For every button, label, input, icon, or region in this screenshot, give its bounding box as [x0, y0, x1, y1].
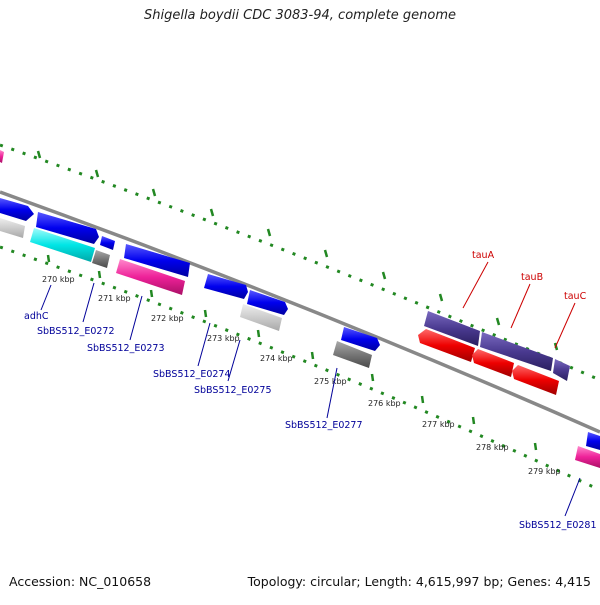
- tick-label-273: 273 kbp: [207, 334, 240, 343]
- gene-blue-forward-right[interactable]: [586, 432, 600, 450]
- gene-blue-left-forward[interactable]: [0, 198, 34, 221]
- gene-lightgrey-left[interactable]: [0, 218, 25, 238]
- gene-label-SbBS512_E0275[interactable]: SbBS512_E0275: [194, 385, 272, 396]
- gene-blue-forward-1[interactable]: [36, 212, 99, 244]
- gene-label-SbBS512_E0281[interactable]: SbBS512_E0281: [519, 520, 597, 531]
- gene-blue-forward-4[interactable]: [247, 290, 288, 315]
- inner-major-ticks: [46, 254, 538, 451]
- label-leader-lines: [40, 261, 581, 517]
- gene-SbBS512_E0281[interactable]: [575, 446, 600, 468]
- gene-red-reverse-2[interactable]: [472, 349, 514, 377]
- gene-SbBS512_E0272[interactable]: [92, 250, 110, 268]
- tick-label-275: 275 kbp: [314, 377, 347, 386]
- tick-label-279: 279 kbp: [528, 467, 561, 476]
- genome-summary-text: Topology: circular; Length: 4,615,997 bp…: [247, 574, 591, 589]
- gene-label-tauA[interactable]: tauA: [472, 250, 495, 261]
- gene-tauB[interactable]: [480, 332, 553, 371]
- gene-tauC[interactable]: [553, 359, 570, 381]
- tick-label-272: 272 kbp: [151, 314, 184, 323]
- gene-label-tauB[interactable]: tauB: [521, 272, 543, 283]
- gene-adhC[interactable]: [30, 228, 95, 262]
- gene-magenta-fragment-top[interactable]: [0, 150, 4, 163]
- gene-label-SbBS512_E0277[interactable]: SbBS512_E0277: [285, 420, 363, 431]
- gene-red-reverse-1[interactable]: [418, 329, 475, 362]
- tick-label-276: 276 kbp: [368, 399, 401, 408]
- gene-SbBS512_E0275[interactable]: [240, 304, 282, 331]
- gene-red-reverse-3[interactable]: [512, 365, 559, 395]
- gene-blue-forward-small[interactable]: [100, 236, 115, 250]
- tick-label-278: 278 kbp: [476, 443, 509, 452]
- gene-label-adhC[interactable]: adhC: [24, 311, 49, 322]
- reverse-genes: [0, 218, 600, 468]
- gene-label-tauC[interactable]: tauC: [564, 291, 587, 302]
- gene-label-SbBS512_E0272[interactable]: SbBS512_E0272: [37, 326, 115, 337]
- tick-label-270: 270 kbp: [42, 275, 75, 284]
- genome-backbone: [0, 190, 600, 434]
- gene-SbBS512_E0277[interactable]: [333, 341, 372, 368]
- gene-label-SbBS512_E0273[interactable]: SbBS512_E0273: [87, 343, 165, 354]
- gene-blue-forward-2[interactable]: [124, 244, 190, 277]
- outer-dotted-arc: [0, 143, 600, 382]
- gene-label-SbBS512_E0274[interactable]: SbBS512_E0274: [153, 369, 231, 380]
- inner-dotted-arc: [0, 245, 600, 492]
- tick-label-271: 271 kbp: [98, 294, 131, 303]
- gene-tauA[interactable]: [424, 311, 480, 346]
- map-title: Shigella boydii CDC 3083-94, complete ge…: [143, 8, 457, 23]
- tick-label-277: 277 kbp: [422, 420, 455, 429]
- tick-label-274: 274 kbp: [260, 354, 293, 363]
- gene-blue-forward-5[interactable]: [341, 327, 380, 351]
- gene-SbBS512_E0273[interactable]: [116, 259, 185, 295]
- gene-blue-forward-3[interactable]: [204, 274, 248, 299]
- accession-text: Accession: NC_010658: [9, 574, 152, 589]
- forward-genes: [0, 150, 600, 450]
